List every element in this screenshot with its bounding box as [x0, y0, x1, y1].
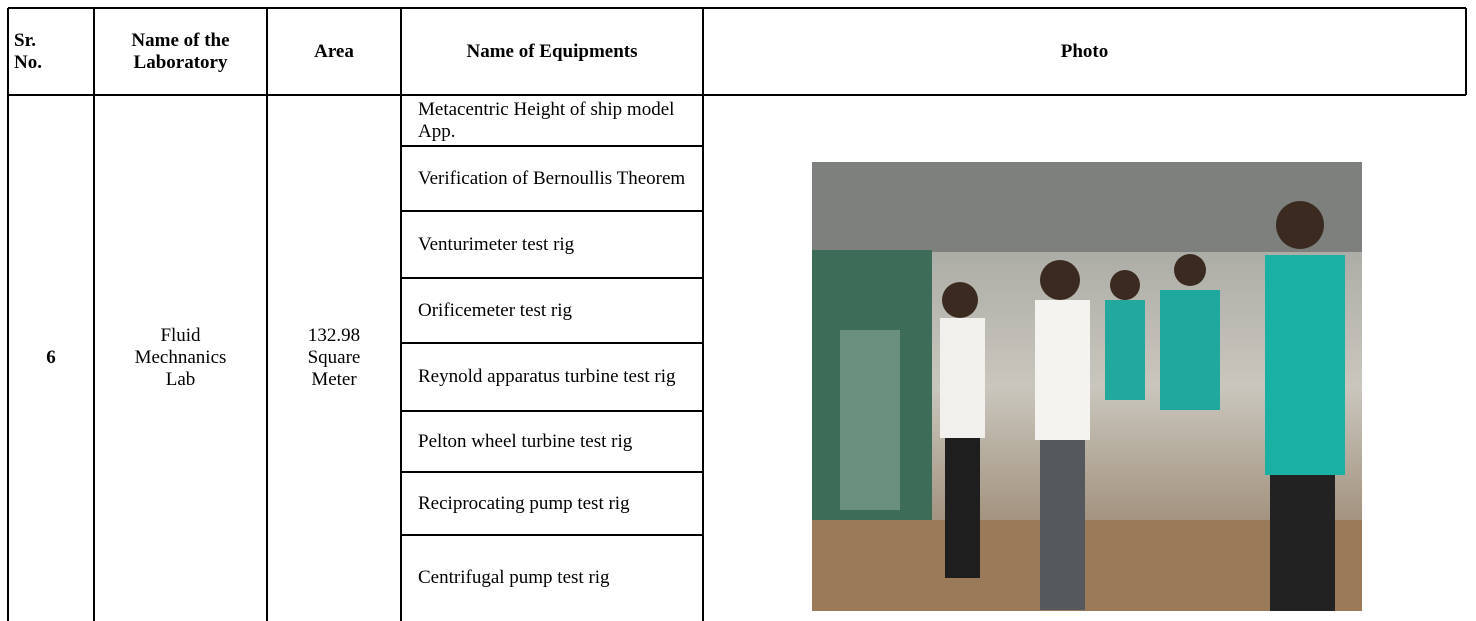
equipment: Verification of Bernoullis Theorem [418, 167, 686, 189]
area: 132.98 Square Meter [307, 325, 361, 390]
equipment: Centrifugal pump test rig [418, 567, 610, 588]
laboratory: Fluid Mechnanics Lab [134, 325, 227, 390]
equipment: Reynold apparatus turbine test rig [418, 366, 676, 387]
header-cell: Name of Equipments [466, 40, 638, 62]
header-cell: Area [314, 40, 354, 62]
equipment: Reciprocating pump test rig [418, 492, 630, 514]
header-cell: Photo [1060, 40, 1109, 62]
equipment: Metacentric Height of ship model App. [418, 98, 675, 142]
header-cell: Sr. No. [14, 29, 42, 73]
equipment: Pelton wheel turbine test rig [418, 430, 633, 452]
header-cell: Name of the Laboratory [131, 29, 230, 73]
equipment: Orificemeter test rig [418, 299, 573, 321]
photo [812, 162, 1362, 611]
equipment: Venturimeter test rig [418, 233, 575, 255]
sr-no: 6 [46, 347, 56, 368]
